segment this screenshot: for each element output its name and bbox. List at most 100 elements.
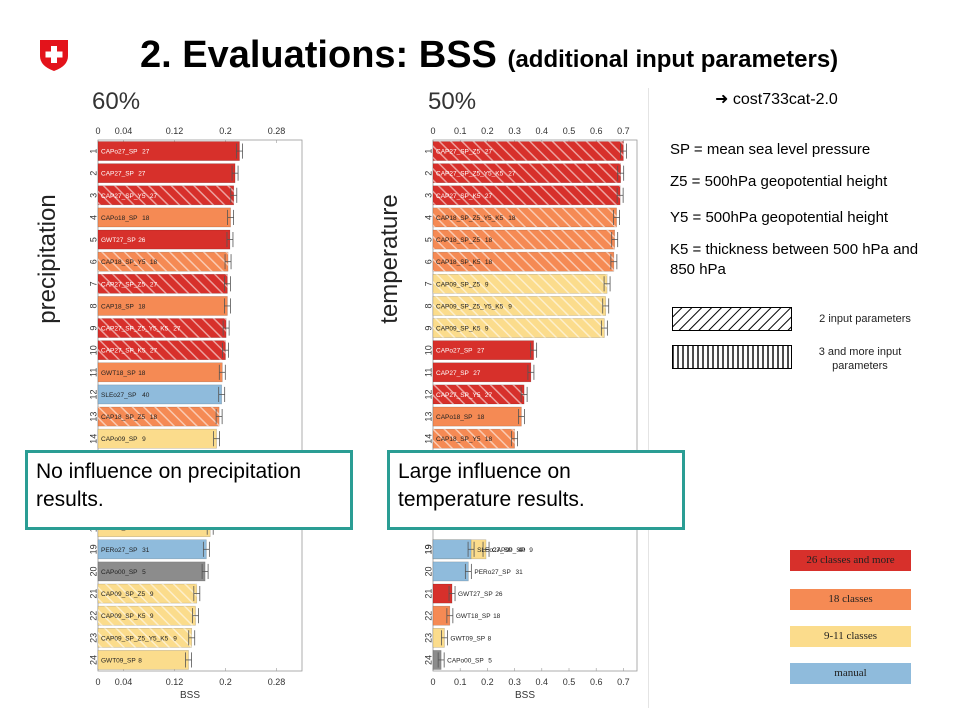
bar-class-count: 9 (485, 281, 489, 288)
rank-label: 23 (88, 633, 98, 643)
bar-class-count: 18 (485, 436, 493, 443)
bar-class-count: 27 (150, 281, 158, 288)
bar-class-count: 26 (495, 591, 503, 598)
bar-label: CAP18_SP (101, 303, 134, 310)
vertical-hatch-swatch (672, 345, 792, 369)
rank-label: 6 (423, 259, 433, 264)
bar-label: CAP18_SP_K5 (436, 259, 481, 266)
x-tick-label: 0.1 (454, 677, 467, 687)
rank-label: 22 (88, 611, 98, 621)
x-tick-label-top: 0.04 (115, 126, 133, 136)
bar-class-count: 26 (138, 237, 146, 244)
precipitation-side-label: precipitation (34, 194, 61, 324)
bar (432, 539, 472, 560)
bar-hatch (433, 185, 621, 205)
rank-label: 8 (88, 303, 98, 308)
x-tick-label: 0.4 (536, 677, 549, 687)
bar-label: CAP09_SP_K5 (436, 326, 481, 333)
rank-label: 10 (423, 345, 433, 355)
bar-class-count: 9 (150, 613, 154, 620)
bar-label: CAP27_SP (436, 370, 469, 377)
rank-label: 11 (88, 368, 98, 377)
x-tick-label: 0.2 (219, 677, 232, 687)
x-axis-label: BSS (180, 690, 200, 700)
bar-hatch (433, 429, 515, 449)
definition-sp: SP = mean sea level pressure (670, 141, 871, 158)
bar-class-count: 27 (477, 348, 485, 355)
temp-percent-label: 50% (428, 88, 477, 115)
bar-hatch (433, 141, 624, 161)
legend-9-11-classes: 9-11 classes (790, 626, 911, 647)
legend-18-classes: 18 classes (790, 589, 911, 610)
bar-class-count: 18 (485, 259, 493, 266)
bar-label: CAP18_SP_Z5 (101, 414, 145, 421)
x-tick-label: 0.3 (508, 677, 521, 687)
bar-class-count: 18 (485, 237, 493, 244)
bar-class-count: 18 (138, 370, 146, 377)
precip-percent-label: 60% (92, 88, 141, 115)
bar-class-count: 27 (485, 149, 493, 156)
bar-hatch (433, 230, 615, 250)
bar-class-count: 40 (518, 547, 526, 554)
x-tick-label-top: 0.28 (268, 126, 286, 136)
bar-class-count: 9 (173, 635, 177, 642)
bar-class-count: 27 (173, 326, 181, 333)
x-tick-label-top: 0.4 (536, 126, 549, 136)
bar-hatch (98, 274, 228, 294)
rank-label: 5 (423, 237, 433, 242)
bar-class-count: 40 (142, 392, 150, 399)
bar-hatch (433, 252, 614, 272)
bar-class-count: 9 (142, 436, 146, 443)
bar-label: GWT18_SP (101, 370, 136, 377)
bar-hatch (433, 163, 621, 183)
bar-hatch (98, 407, 220, 427)
x-tick-label: 0.28 (268, 677, 286, 687)
bar-hatch (98, 628, 192, 648)
bar-class-count: 31 (142, 547, 150, 554)
bar-label: GWT09_SP (450, 635, 485, 642)
bar-label: CAP27_SP_Z5 (436, 149, 480, 156)
bar-class-count: 27 (150, 193, 158, 200)
rank-label: 22 (423, 611, 433, 621)
rank-label: 7 (423, 281, 433, 286)
rank-label: 1 (88, 149, 98, 154)
temperature-note: Large influence on temperature results. (387, 450, 685, 530)
bar-hatch (98, 606, 196, 626)
bar-hatch (433, 296, 606, 316)
bar-class-count: 27 (485, 193, 493, 200)
rank-label: 14 (88, 434, 98, 444)
rank-label: 2 (88, 171, 98, 176)
x-tick-label: 0 (95, 677, 100, 687)
bar-label: CAP27_SP_Z5 (101, 281, 145, 288)
x-axis-label: BSS (515, 690, 535, 700)
rank-label: 24 (88, 655, 98, 665)
bar-label: CAP18_SP_Z5_Y5_K5 (436, 215, 504, 222)
x-tick-label: 0.12 (166, 677, 184, 687)
bar-label: CAPo18_SP (101, 215, 138, 222)
rank-label: 13 (88, 412, 98, 422)
title-text: 2. Evaluations: BSS (140, 34, 497, 76)
bar-hatch (98, 584, 197, 604)
x-tick-label-top: 0.3 (508, 126, 521, 136)
rank-label: 24 (423, 655, 433, 665)
hatch-3-label: 3 and more input parameters (818, 346, 902, 372)
bar (432, 561, 469, 582)
temperature-side-label: temperature (376, 194, 403, 324)
bar-label: SLEo27_SP (477, 547, 512, 554)
bar-label: CAP09_SP (492, 547, 525, 554)
bar-class-count: 27 (508, 171, 516, 178)
x-tick-label-top: 0.2 (481, 126, 494, 136)
bar-label: CAPo00_SP (447, 657, 484, 664)
bar-label: CAPo27_SP (101, 149, 138, 156)
bar-hatch (98, 318, 227, 338)
rank-label: 14 (423, 434, 433, 444)
bar-label: SLEo27_SP (101, 392, 136, 399)
rank-label: 13 (423, 412, 433, 422)
page-title: 2. Evaluations: BSS (additional input pa… (140, 34, 838, 77)
bar-label: CAP27_SP_K5 (436, 193, 481, 200)
bar-hatch (98, 185, 234, 205)
x-tick-label: 0.6 (590, 677, 603, 687)
rank-label: 23 (423, 633, 433, 643)
bar-class-count: 9 (485, 326, 489, 333)
bar-label: CAPo00_SP (101, 569, 138, 576)
